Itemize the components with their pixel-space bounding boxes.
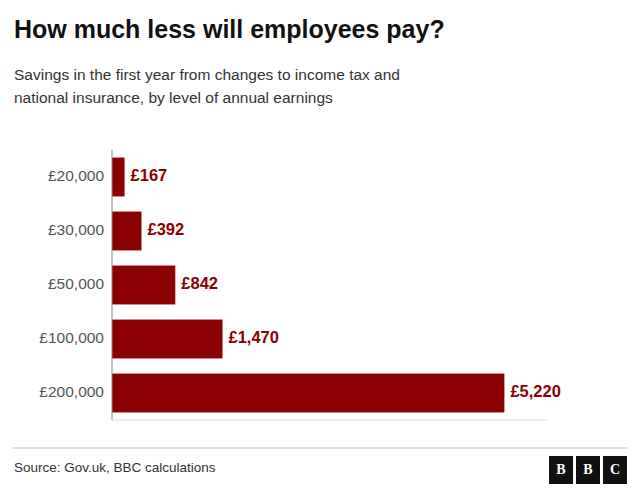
category-label: £30,000 (48, 221, 104, 238)
category-label: £20,000 (48, 167, 104, 184)
background (0, 0, 640, 498)
chart: How much less will employees pay? Savings… (0, 0, 640, 498)
bar (112, 266, 175, 305)
data-label: £1,470 (229, 328, 279, 346)
data-label: £842 (181, 274, 218, 292)
source: Source: Gov.uk, BBC calculations (14, 460, 216, 475)
subtitle-line: national insurance, by level of annual e… (14, 89, 333, 106)
logo-box (576, 456, 600, 484)
category-label: £100,000 (39, 329, 104, 346)
bar (112, 158, 125, 197)
axis-line (112, 150, 113, 420)
logo-letter: C (610, 462, 620, 477)
data-label: £5,220 (510, 382, 560, 400)
category-label: £200,000 (39, 383, 104, 400)
bar (112, 212, 141, 251)
subtitle-line: Savings in the first year from changes t… (14, 66, 400, 83)
logo-box (603, 456, 627, 484)
bars (112, 158, 504, 413)
title: How much less will employees pay? (14, 15, 445, 43)
category-label: £50,000 (48, 275, 104, 292)
separator (13, 448, 627, 449)
logo-box (549, 456, 573, 484)
bar (112, 374, 504, 413)
logo-letter: B (583, 462, 592, 477)
subtitle: Savings in the first year from changes t… (14, 66, 400, 106)
value-axis-line (112, 420, 548, 421)
data-label: £392 (147, 220, 184, 238)
logo-letter: B (556, 462, 565, 477)
data-label: £167 (131, 166, 168, 184)
bar (112, 320, 223, 359)
